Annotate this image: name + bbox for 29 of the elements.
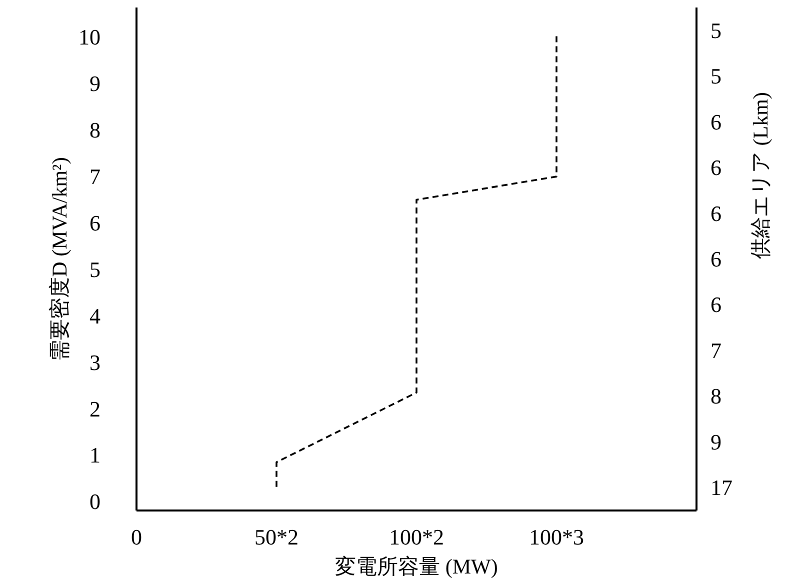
y-axis-title: 需要密度D (MVA/km²) <box>48 157 72 361</box>
category-label: 5 <box>710 64 722 89</box>
x-axis-title: 変電所容量 (MW) <box>335 554 498 578</box>
category-label: 6 <box>710 155 722 180</box>
y-tick-label: 7 <box>90 164 100 190</box>
x-tick-label: 0 <box>131 524 142 550</box>
category-label: 17 <box>710 475 732 500</box>
category-label: 6 <box>710 200 722 226</box>
y-tick-label: 6 <box>90 210 100 236</box>
y-tick-label: 0 <box>90 489 100 514</box>
category-label: 8 <box>710 384 722 409</box>
y-tick-label: 8 <box>90 118 100 143</box>
y-tick-label: 3 <box>90 350 100 375</box>
y-tick-label: 5 <box>90 256 100 282</box>
category-label: 5 <box>710 18 722 43</box>
y-tick-label: 1 <box>90 442 100 468</box>
x-tick-label: 100*3 <box>529 524 584 550</box>
x-tick-label: 50*2 <box>254 524 298 550</box>
y-tick-label: 9 <box>90 71 100 96</box>
category-label: 6 <box>710 109 722 134</box>
category-label: 6 <box>710 292 722 318</box>
y-tick-label: 2 <box>90 396 100 422</box>
y-tick-label: 10 <box>78 24 100 50</box>
y2-axis-title: 供給エリア (Lkm) <box>748 92 772 259</box>
x-tick-label: 100*2 <box>389 524 444 550</box>
category-label: 7 <box>710 338 722 363</box>
y-tick-label: 4 <box>90 303 100 328</box>
category-label: 9 <box>710 429 722 454</box>
category-label: 6 <box>710 246 722 272</box>
